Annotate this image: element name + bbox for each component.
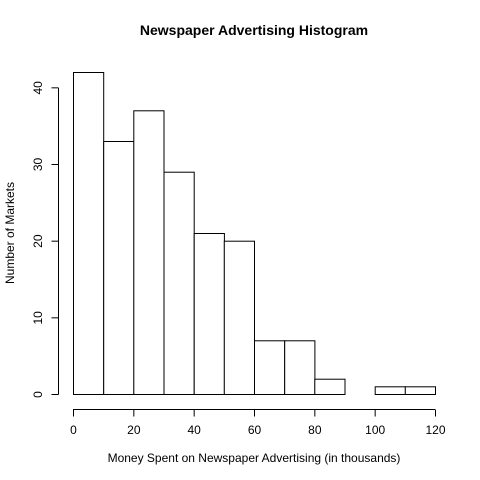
histogram-bar bbox=[404, 386, 436, 395]
y-tick-label: 30 bbox=[31, 158, 45, 172]
y-tick-label: 10 bbox=[31, 311, 45, 325]
histogram-bar bbox=[223, 240, 256, 395]
bars bbox=[73, 72, 436, 396]
histogram-bar bbox=[254, 340, 286, 395]
y-axis: 0 10 20 30 40 bbox=[31, 81, 59, 398]
histogram-bar bbox=[73, 72, 105, 395]
x-tick-label: 60 bbox=[248, 423, 262, 437]
x-tick-label: 120 bbox=[425, 423, 445, 437]
y-tick-label: 0 bbox=[31, 391, 45, 398]
y-axis-label: Number of Markets bbox=[3, 182, 17, 284]
x-tick-label: 100 bbox=[365, 423, 385, 437]
histogram-bar bbox=[133, 110, 165, 396]
histogram-bar bbox=[284, 340, 316, 395]
y-tick-label: 20 bbox=[31, 234, 45, 248]
histogram-bar bbox=[163, 171, 195, 395]
x-tick-label: 80 bbox=[308, 423, 322, 437]
x-tick-label: 0 bbox=[70, 423, 77, 437]
histogram-bar bbox=[193, 233, 225, 395]
x-axis-label: Money Spent on Newspaper Advertising (in… bbox=[108, 451, 401, 465]
x-tick-label: 20 bbox=[127, 423, 141, 437]
histogram-bar bbox=[374, 386, 406, 395]
chart-title: Newspaper Advertising Histogram bbox=[140, 22, 368, 38]
x-axis: 0 20 40 60 80 100 120 bbox=[70, 409, 446, 437]
histogram-bar bbox=[103, 141, 135, 395]
y-tick-label: 40 bbox=[31, 81, 45, 95]
histogram-bar bbox=[314, 378, 346, 396]
x-tick-label: 40 bbox=[187, 423, 201, 437]
